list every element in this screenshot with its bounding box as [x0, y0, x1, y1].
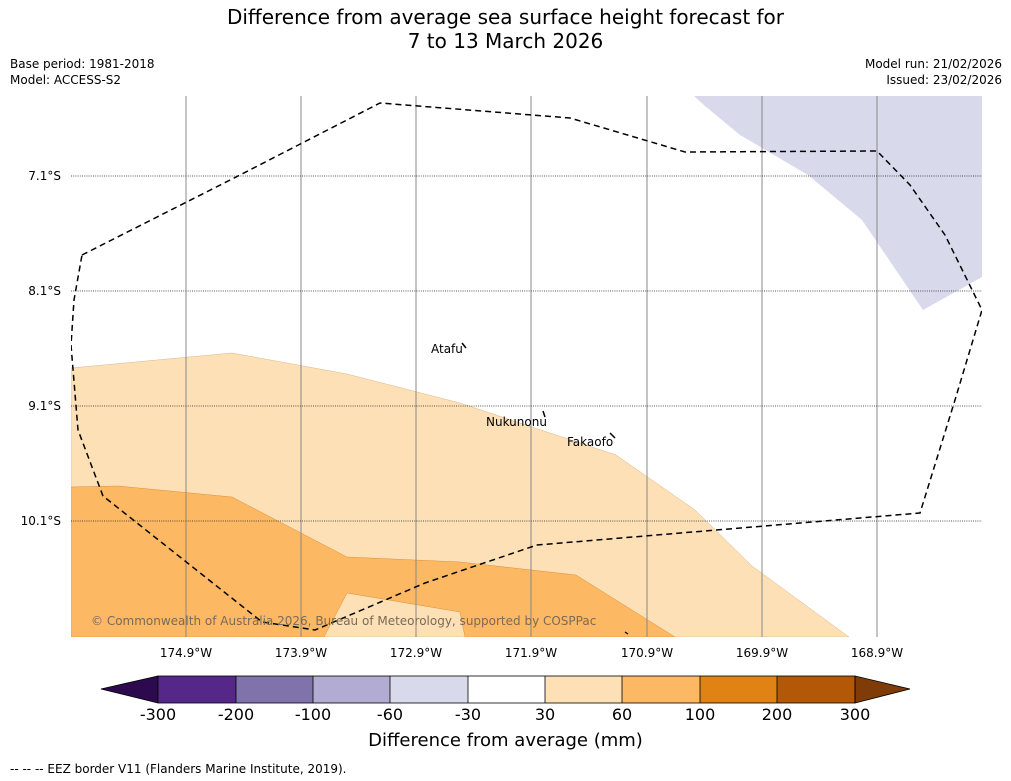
- colorbar-label: Difference from average (mm): [368, 730, 643, 751]
- colorbar: [100, 675, 911, 704]
- colorbar-extend-low: [100, 675, 159, 704]
- anomaly-band-60-100: [71, 485, 676, 637]
- colorbar-tick: 200: [761, 705, 793, 724]
- colorbar-bin-1: [158, 676, 236, 703]
- run-info: Model run: 21/02/2026 Issued: 23/02/2026: [865, 56, 1002, 88]
- model-name: Model: ACCESS-S2: [10, 73, 122, 87]
- place-label-nukunonu: Nukunonu: [486, 415, 547, 429]
- colorbar-bin-2: [236, 676, 313, 703]
- lon-label-170-9: 170.9°W: [620, 646, 674, 660]
- colorbar-tick: -200: [217, 705, 255, 724]
- lat-label-7-1: 7.1°S: [28, 169, 61, 183]
- lon-label-169-9: 169.9°W: [735, 646, 789, 660]
- base-info: Base period: 1981-2018 Model: ACCESS-S2: [10, 56, 155, 88]
- colorbar-bin-9: [777, 676, 855, 703]
- nukunonu-island: [542, 410, 546, 418]
- colorbar-tick: -300: [139, 705, 177, 724]
- colorbar-bin-7: [622, 676, 700, 703]
- lat-label-9-1: 9.1°S: [28, 399, 61, 413]
- lon-label-173-9: 173.9°W: [274, 646, 328, 660]
- eez-border: [71, 102, 982, 631]
- lon-label-168-9: 168.9°W: [850, 646, 904, 660]
- colorbar-extend-high: [854, 675, 911, 704]
- anomaly-band-minus60-minus30: [694, 96, 982, 310]
- colorbar-tick: 30: [534, 705, 556, 724]
- fakaofo-island: [609, 432, 616, 439]
- colorbar-tick: -30: [454, 705, 482, 724]
- lon-label-171-9: 171.9°W: [504, 646, 558, 660]
- lat-label-10-1: 10.1°S: [20, 514, 61, 528]
- colorbar-tick: 60: [611, 705, 633, 724]
- copyright-notice: © Commonwealth of Australia 2026, Bureau…: [91, 614, 597, 628]
- title-line-1: Difference from average sea surface heig…: [226, 5, 785, 29]
- title-line-2: 7 to 13 March 2026: [407, 29, 604, 53]
- lon-label-172-9: 172.9°W: [389, 646, 443, 660]
- colorbar-bin-6: [545, 676, 622, 703]
- colorbar-bin-5: [468, 676, 545, 703]
- colorbar-bin-8: [700, 676, 777, 703]
- colorbar-tick: 300: [839, 705, 871, 724]
- lat-label-8-1: 8.1°S: [28, 284, 61, 298]
- minor-island: [624, 631, 629, 635]
- map-title: Difference from average sea surface heig…: [0, 5, 1011, 53]
- place-label-atafu: Atafu: [431, 342, 463, 356]
- atafu-island: [461, 342, 467, 349]
- colorbar-tick: -100: [294, 705, 332, 724]
- model-run: Model run: 21/02/2026: [864, 57, 1002, 71]
- place-label-fakaofo: Fakaofo: [567, 435, 614, 449]
- eez-legend-note: -- -- -- EEZ border V11 (Flanders Marine…: [10, 762, 347, 776]
- colorbar-bin-4: [390, 676, 468, 703]
- colorbar-bin-3: [313, 676, 390, 703]
- colorbar-tick: -60: [376, 705, 404, 724]
- base-period: Base period: 1981-2018: [10, 57, 155, 71]
- colorbar-tick: 100: [684, 705, 716, 724]
- map-area: [71, 96, 982, 637]
- issued-date: Issued: 23/02/2026: [886, 73, 1002, 87]
- lon-label-174-9: 174.9°W: [159, 646, 213, 660]
